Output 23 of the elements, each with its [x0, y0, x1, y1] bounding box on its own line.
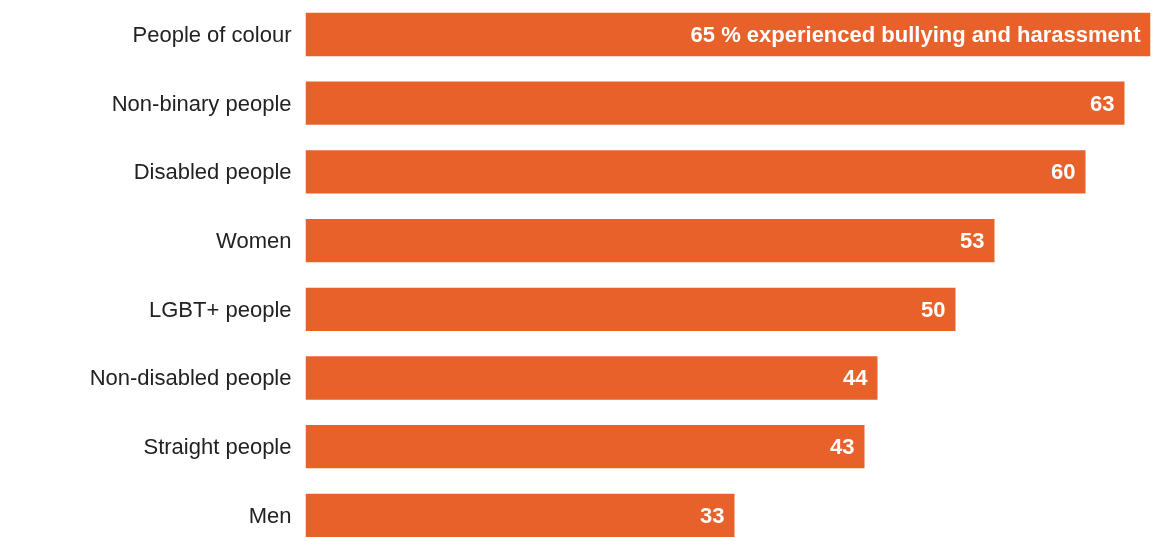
y-tick-label: LGBT+ people [149, 296, 292, 322]
data-label: 44 [843, 365, 869, 391]
y-tick-label: Men [248, 502, 292, 528]
y-tick-label: People of colour [132, 22, 292, 48]
bar [305, 287, 956, 331]
y-tick-label: Straight people [143, 434, 292, 460]
data-label: 50 [921, 296, 946, 322]
y-tick-label: Non-binary people [111, 90, 292, 116]
bar [305, 81, 1125, 125]
bar [305, 356, 878, 400]
data-label: 65 % experienced bullying and harassment [690, 22, 1142, 48]
data-label: 43 [830, 434, 855, 460]
data-label: 33 [700, 502, 725, 528]
bar [305, 150, 1086, 194]
y-tick-label: Women [216, 228, 292, 254]
data-label: 53 [960, 228, 985, 254]
bar [305, 218, 995, 263]
bar [305, 493, 735, 538]
bar [305, 425, 865, 469]
data-label: 63 [1090, 90, 1115, 116]
data-label: 60 [1051, 159, 1076, 185]
y-tick-label: Disabled people [133, 159, 292, 185]
y-tick-label: Non-disabled people [89, 365, 292, 391]
